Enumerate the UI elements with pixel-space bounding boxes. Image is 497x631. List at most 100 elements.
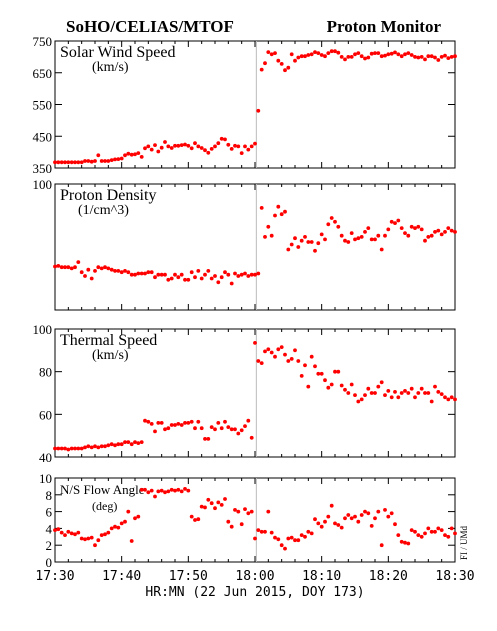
- data-point: [113, 269, 117, 273]
- data-point: [136, 514, 141, 519]
- data-point: [59, 530, 64, 535]
- data-point: [139, 155, 144, 159]
- data-point: [343, 387, 347, 392]
- data-point: [216, 280, 221, 285]
- data-point: [213, 144, 217, 149]
- data-point: [183, 142, 187, 147]
- data-point: [329, 503, 334, 508]
- data-point: [246, 511, 251, 516]
- data-point: [283, 209, 287, 214]
- data-point: [143, 487, 147, 492]
- data-point: [116, 157, 121, 162]
- data-point: [389, 395, 394, 400]
- data-point: [333, 49, 337, 54]
- data-point: [236, 144, 241, 149]
- data-point: [246, 147, 251, 152]
- data-point: [329, 382, 334, 387]
- data-point: [296, 538, 301, 543]
- data-point: [93, 269, 97, 273]
- data-point: [353, 393, 357, 397]
- data-point: [383, 393, 387, 397]
- data-point: [243, 507, 247, 511]
- data-point: [233, 271, 237, 276]
- y-tick-label: 10: [39, 471, 52, 486]
- panel-unit: (km/s): [92, 348, 129, 363]
- data-point: [63, 160, 67, 165]
- data-point: [226, 142, 231, 147]
- data-point: [189, 419, 194, 424]
- data-point: [169, 146, 174, 150]
- data-point: [99, 444, 104, 449]
- data-point: [169, 276, 174, 281]
- data-point: [419, 55, 424, 59]
- data-point: [286, 536, 291, 541]
- data-point: [346, 391, 351, 395]
- y-tick-label: 0: [46, 555, 53, 570]
- data-point: [133, 272, 137, 277]
- data-point: [413, 395, 417, 400]
- data-point: [423, 57, 427, 62]
- data-point: [153, 494, 157, 499]
- data-point: [209, 425, 214, 429]
- data-point: [359, 235, 364, 239]
- data-point: [166, 489, 171, 494]
- data-point: [236, 431, 241, 436]
- data-point: [433, 55, 437, 60]
- data-point: [396, 395, 401, 400]
- data-point: [396, 218, 401, 223]
- data-point: [439, 392, 444, 396]
- data-point: [219, 275, 224, 280]
- data-point: [443, 395, 447, 400]
- data-point: [393, 221, 397, 226]
- data-point: [226, 272, 231, 277]
- data-point: [379, 247, 384, 252]
- data-point: [53, 264, 57, 269]
- data-point: [236, 274, 241, 278]
- side-credit-label: FI / UMd: [459, 525, 469, 560]
- data-point: [373, 516, 377, 521]
- data-point: [369, 524, 374, 528]
- data-point: [293, 58, 297, 63]
- data-point: [256, 108, 261, 113]
- y-tick-label: 2: [46, 538, 53, 553]
- data-point: [319, 524, 324, 529]
- data-point: [69, 160, 74, 165]
- data-point: [76, 530, 81, 535]
- data-point: [429, 529, 434, 534]
- data-point: [376, 233, 381, 238]
- data-point: [293, 348, 297, 353]
- data-point: [143, 418, 147, 423]
- x-axis-label: HR:MN (22 Jun 2015, DOY 173): [145, 585, 364, 600]
- y-tick-label: 8: [46, 488, 53, 503]
- data-point: [363, 509, 367, 514]
- data-point: [383, 233, 387, 238]
- data-point: [173, 423, 177, 427]
- data-point: [329, 216, 334, 220]
- data-point: [246, 274, 251, 278]
- data-point: [346, 55, 351, 59]
- data-point: [116, 269, 121, 273]
- data-point: [173, 488, 177, 493]
- data-point: [186, 277, 191, 282]
- data-point: [306, 384, 311, 389]
- data-point: [326, 222, 331, 227]
- data-point: [393, 390, 397, 394]
- data-point: [56, 160, 61, 165]
- data-point: [263, 349, 267, 354]
- data-point: [353, 514, 357, 519]
- data-point: [66, 265, 71, 270]
- data-point: [333, 521, 337, 526]
- data-point: [76, 446, 81, 451]
- data-point: [103, 265, 107, 270]
- data-point: [189, 514, 194, 519]
- data-point: [256, 271, 261, 276]
- data-point: [339, 383, 344, 388]
- data-point: [316, 241, 321, 246]
- data-point: [413, 529, 417, 534]
- data-point: [193, 141, 197, 146]
- data-point: [316, 521, 321, 526]
- data-point: [179, 423, 184, 427]
- data-point: [83, 537, 87, 542]
- data-point: [319, 232, 324, 237]
- data-point: [389, 511, 394, 516]
